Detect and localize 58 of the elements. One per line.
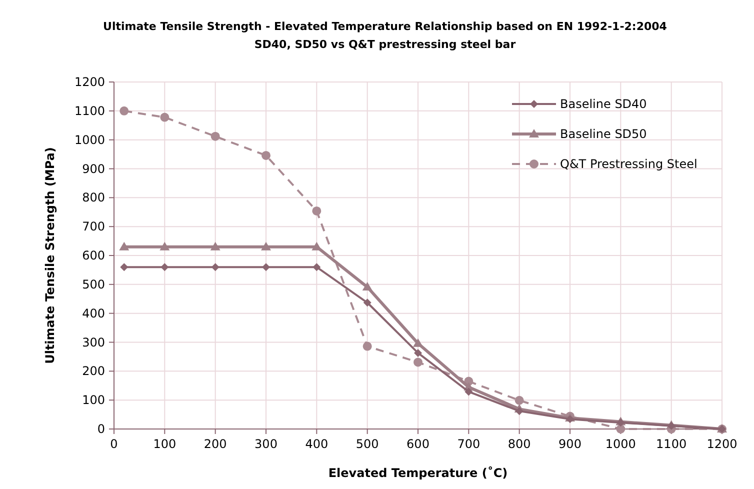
point xyxy=(515,407,524,416)
x-axis-title: Elevated Temperature (˚C) xyxy=(328,466,508,480)
x-tick-label: 1200 xyxy=(706,437,738,451)
chart-title: Ultimate Tensile Strength - Elevated Temperature Relationship based on EN 1992-1-2:2004 xyxy=(103,20,668,33)
x-tick-label: 200 xyxy=(204,437,227,451)
point xyxy=(312,242,322,250)
x-tick-label: 900 xyxy=(558,437,582,451)
y-tick-label: 0 xyxy=(97,422,105,436)
x-tick-label: 100 xyxy=(153,437,176,451)
point xyxy=(362,282,372,291)
point xyxy=(119,242,130,250)
chart-subtitle: SD40, SD50 vs Q&T prestressing steel bar xyxy=(254,38,516,51)
point xyxy=(210,242,220,250)
y-tick-label: 300 xyxy=(82,335,105,350)
point xyxy=(210,132,220,141)
x-tick-label: 700 xyxy=(457,437,480,451)
point xyxy=(262,150,270,160)
x-tick-label: 1000 xyxy=(605,437,636,451)
y-tick-label: 400 xyxy=(82,306,105,320)
x-tick-label: 1100 xyxy=(656,437,687,451)
x-tick-label: 500 xyxy=(356,437,379,451)
y-tick-label: 1200 xyxy=(74,75,105,89)
point xyxy=(262,263,270,272)
y-tick-label: 600 xyxy=(82,248,105,262)
y-tick-label: 500 xyxy=(82,277,105,292)
y-tick-label: 1100 xyxy=(74,104,105,118)
legend-label: Baseline SD50 xyxy=(560,127,647,141)
x-tick-label: 800 xyxy=(508,437,531,451)
point xyxy=(261,242,271,250)
y-tick-label: 200 xyxy=(82,364,105,378)
x-tick-label: 600 xyxy=(406,437,430,451)
point xyxy=(414,358,422,367)
x-tick-label: 300 xyxy=(254,437,278,451)
y-tick-label: 100 xyxy=(82,393,105,408)
point xyxy=(414,348,422,357)
legend-label: Q&T Prestressing Steel xyxy=(560,157,698,171)
x-tick-label: 400 xyxy=(305,437,328,451)
point xyxy=(211,263,220,272)
point xyxy=(120,263,128,272)
point xyxy=(413,338,423,347)
point xyxy=(120,106,129,116)
point xyxy=(514,396,524,405)
point xyxy=(363,298,372,307)
point xyxy=(312,206,322,216)
y-tick-label: 900 xyxy=(82,162,105,176)
point xyxy=(160,242,170,250)
point xyxy=(362,342,372,351)
point xyxy=(464,388,473,396)
point xyxy=(616,424,626,434)
y-tick-label: 1000 xyxy=(74,132,105,147)
y-tick-label: 700 xyxy=(82,220,105,234)
point xyxy=(160,112,170,122)
y-axis-title: Ultimate Tensile Strength (MPa) xyxy=(43,147,57,364)
point xyxy=(312,263,321,272)
point xyxy=(160,263,169,272)
x-tick-label: 0 xyxy=(110,437,118,451)
y-tick-label: 800 xyxy=(82,190,105,205)
legend-label: Baseline SD40 xyxy=(560,97,647,111)
